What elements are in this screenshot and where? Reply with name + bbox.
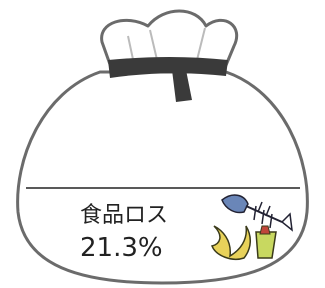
category-label: 食品ロス [80,203,168,228]
garbage-bag-illustration: 食品ロス 21.3% [0,0,325,288]
share-value: 21.3% [80,233,163,263]
